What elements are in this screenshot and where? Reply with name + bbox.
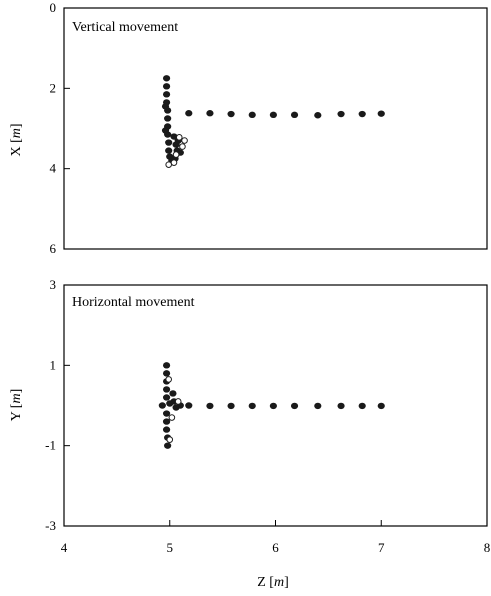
data-point xyxy=(165,139,173,146)
data-point xyxy=(169,390,177,397)
y-tick-label: 0 xyxy=(50,0,57,15)
data-point xyxy=(170,133,178,140)
y-tick-label: 6 xyxy=(50,241,57,256)
data-point xyxy=(269,111,277,119)
data-point xyxy=(161,127,170,134)
top-data-points xyxy=(161,75,385,168)
data-point-open xyxy=(175,134,183,141)
top-y-ticks: 0 2 4 6 xyxy=(50,0,70,256)
data-point xyxy=(337,402,345,410)
data-point xyxy=(162,370,171,377)
y-tick-label: 3 xyxy=(50,277,57,292)
x-tick-label: 8 xyxy=(484,540,491,555)
data-point-open xyxy=(170,159,178,166)
data-point xyxy=(314,402,322,410)
data-point xyxy=(248,111,256,119)
bottom-data-points xyxy=(158,362,385,449)
data-point xyxy=(358,402,366,410)
data-point xyxy=(185,110,193,117)
data-point-open xyxy=(179,143,186,150)
horizontal-movement-panel: Horizontal movement Y [m] Z [m] 3 1 -1 -3 4 5… xyxy=(9,277,490,590)
data-point xyxy=(337,110,345,118)
data-point xyxy=(206,402,214,410)
data-point xyxy=(290,402,299,410)
data-point xyxy=(248,402,256,410)
data-point xyxy=(162,418,171,425)
data-point xyxy=(377,110,385,117)
data-point xyxy=(227,110,235,118)
bottom-panel-title: Horizontal movement xyxy=(72,295,195,310)
data-point xyxy=(185,402,193,409)
data-point-open xyxy=(174,398,182,405)
data-point xyxy=(162,83,171,90)
data-point xyxy=(206,110,214,117)
data-point xyxy=(162,394,171,401)
x-tick-label: 7 xyxy=(378,540,385,555)
data-point xyxy=(314,112,322,119)
data-point-open xyxy=(168,414,176,421)
data-point xyxy=(290,111,299,119)
y-tick-label: -3 xyxy=(45,518,56,533)
data-point xyxy=(162,426,171,433)
data-point xyxy=(358,110,366,118)
top-y-axis-label: X [m] xyxy=(9,123,24,156)
y-tick-label: 2 xyxy=(50,80,57,95)
data-point-open xyxy=(166,436,174,443)
data-point xyxy=(172,404,180,411)
data-point xyxy=(162,362,171,369)
x-tick-label: 4 xyxy=(61,540,68,555)
y-tick-label: 1 xyxy=(50,357,57,372)
bottom-y-axis-label: Y [m] xyxy=(9,389,24,422)
y-tick-label: 4 xyxy=(50,161,57,176)
data-point xyxy=(227,402,235,410)
data-point xyxy=(164,442,172,449)
data-point xyxy=(162,386,171,393)
x-tick-label: 5 xyxy=(167,540,174,555)
data-point xyxy=(165,147,173,154)
vertical-movement-panel: Vertical movement X [m] 0 2 4 6 xyxy=(9,0,488,256)
data-point-open xyxy=(181,137,188,144)
x-axis-label: Z [m] xyxy=(257,575,289,590)
data-point-open xyxy=(165,376,172,383)
data-point-open xyxy=(172,151,180,158)
bottom-ticks: 3 1 -1 -3 4 5 6 7 8 xyxy=(45,277,490,555)
top-panel-title: Vertical movement xyxy=(72,20,178,35)
data-point xyxy=(158,402,166,409)
data-point xyxy=(162,410,171,417)
x-tick-label: 6 xyxy=(272,540,279,555)
data-point xyxy=(162,75,171,82)
data-point xyxy=(377,402,385,410)
data-point xyxy=(162,91,171,98)
data-point xyxy=(164,115,172,122)
data-point-open xyxy=(165,161,172,168)
top-plot-frame xyxy=(63,7,488,250)
y-tick-label: -1 xyxy=(45,438,56,453)
data-point xyxy=(269,402,277,410)
data-point xyxy=(161,103,170,110)
